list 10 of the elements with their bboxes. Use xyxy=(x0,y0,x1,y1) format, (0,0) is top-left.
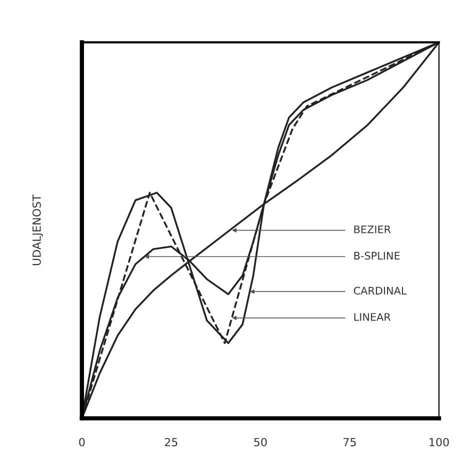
annotation: LINEAR xyxy=(354,313,391,321)
x-tick-label: 75 xyxy=(344,438,356,446)
x-tick-label: 0 xyxy=(79,438,85,446)
x-tick-label: 50 xyxy=(254,438,267,446)
x-tick-label: 25 xyxy=(164,438,178,446)
annotation: B-SPLINE xyxy=(354,252,400,260)
annotation: CARDINAL xyxy=(354,286,407,295)
x-tick-label: 100 xyxy=(430,438,449,446)
annotation: BEZIER xyxy=(354,226,391,234)
y-axis-title: UDALJENOST xyxy=(32,194,43,266)
